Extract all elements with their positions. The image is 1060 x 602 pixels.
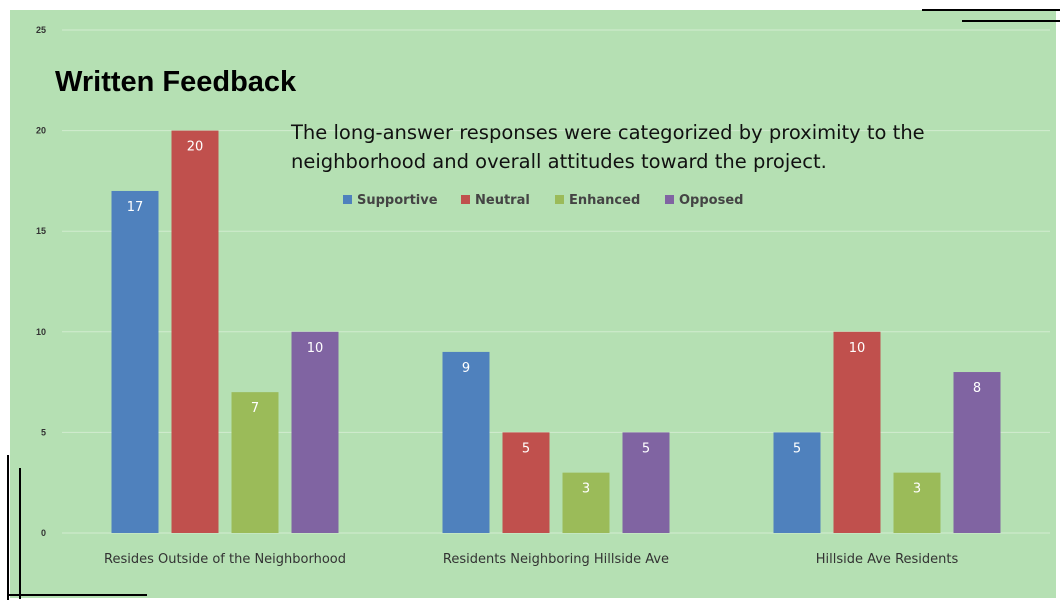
y-tick-label: 15 [36, 226, 46, 236]
data-label: 7 [251, 401, 259, 416]
data-label: 5 [522, 441, 530, 456]
y-tick-label: 10 [36, 327, 46, 337]
bar [953, 372, 1001, 533]
legend-label: Neutral [475, 193, 530, 208]
y-tick-label: 20 [36, 126, 46, 136]
bar [231, 392, 279, 533]
bar [111, 190, 159, 533]
corner-line-left-vertical [7, 455, 9, 600]
bar [442, 351, 490, 533]
corner-line-left-vertical-inner [19, 468, 21, 599]
data-label: 8 [973, 381, 981, 396]
data-label: 10 [307, 341, 324, 356]
legend-label: Supportive [357, 193, 438, 208]
bar [502, 432, 550, 533]
bar [291, 331, 339, 533]
bar [562, 472, 610, 533]
data-label: 20 [187, 140, 204, 155]
corner-line-top-horizontal [922, 9, 1060, 11]
data-label: 17 [127, 200, 144, 215]
bar [773, 432, 821, 533]
data-label: 5 [793, 441, 801, 456]
bar [893, 472, 941, 533]
corner-line-top-horizontal-inner [962, 20, 1060, 22]
x-category-label: Hillside Ave Residents [816, 552, 959, 567]
corner-line-bottom-horizontal [8, 594, 147, 596]
legend-swatch [461, 195, 470, 204]
legend-swatch [343, 195, 352, 204]
data-label: 3 [913, 482, 921, 497]
y-tick-label: 5 [41, 427, 46, 437]
legend-swatch [665, 195, 674, 204]
slide-title: Written Feedback [55, 66, 297, 98]
x-category-label: Residents Neighboring Hillside Ave [443, 552, 669, 567]
legend-label: Opposed [679, 193, 743, 208]
slide-subtitle: The long-answer responses were categoriz… [291, 121, 925, 173]
data-label: 10 [849, 341, 866, 356]
y-tick-label: 25 [36, 25, 46, 35]
y-tick-label: 0 [41, 528, 46, 538]
data-label: 3 [582, 482, 590, 497]
x-category-label: Resides Outside of the Neighborhood [104, 552, 346, 567]
data-label: 9 [462, 361, 470, 376]
legend-swatch [555, 195, 564, 204]
data-label: 5 [642, 441, 650, 456]
bar [622, 432, 670, 533]
legend-label: Enhanced [569, 193, 640, 208]
bar [171, 130, 219, 533]
bar [833, 331, 881, 533]
